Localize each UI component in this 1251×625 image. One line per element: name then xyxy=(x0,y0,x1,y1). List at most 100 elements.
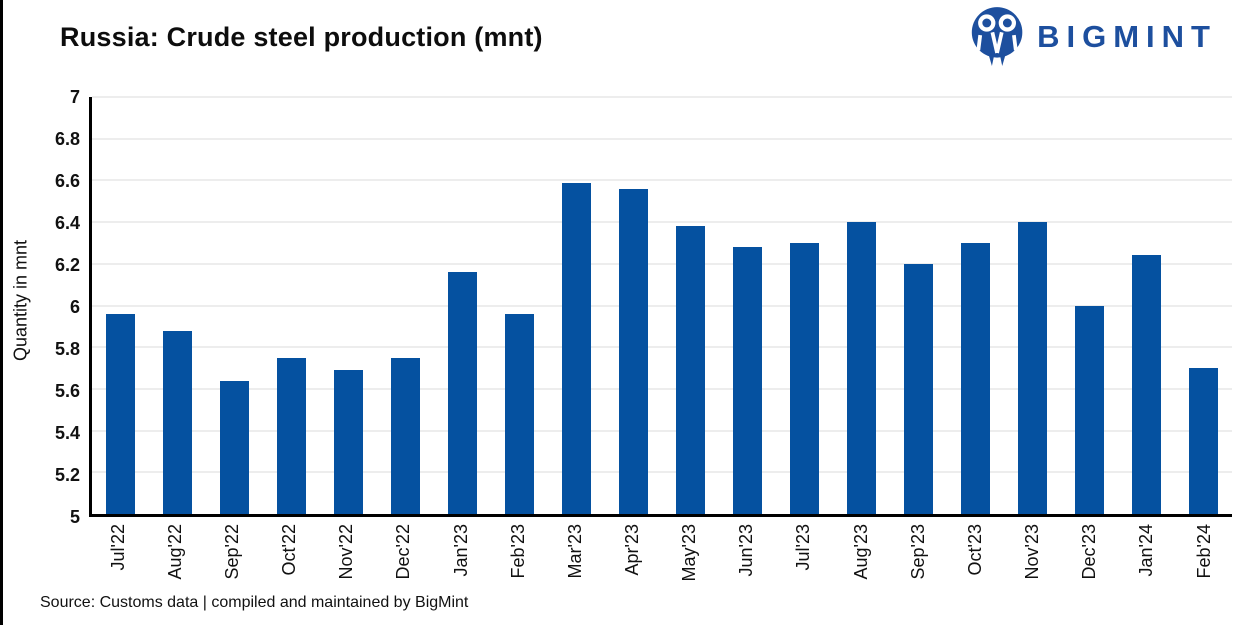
y-tick-label-6.4: 6.4 xyxy=(54,213,80,233)
y-tick-label-6.2: 6.2 xyxy=(54,255,80,275)
x-tick-label-Nov'23: Nov'23 xyxy=(1022,524,1043,580)
bar-slot xyxy=(1004,97,1061,514)
bar-slot xyxy=(377,97,434,514)
y-tick-label-5.8: 5.8 xyxy=(54,339,80,359)
bar-slot xyxy=(1118,97,1175,514)
gridline-5.6 xyxy=(92,387,1232,390)
x-tick-slot: Jun'23 xyxy=(718,524,775,596)
x-tick-label-Mar'23: Mar'23 xyxy=(564,524,585,579)
y-tick-label-5: 5 xyxy=(69,507,80,527)
bar-slot xyxy=(662,97,719,514)
x-tick-slot: Aug'22 xyxy=(146,524,203,596)
bigmint-logo: BIGMINT xyxy=(969,6,1217,68)
x-tick-label-Feb'24: Feb'24 xyxy=(1193,524,1214,579)
x-tick-label-Jul'23: Jul'23 xyxy=(793,524,814,571)
x-tick-label-Sep'22: Sep'22 xyxy=(221,524,242,580)
x-tick-slot: Jul'23 xyxy=(775,524,832,596)
y-tick-label-6.8: 6.8 xyxy=(54,129,80,149)
bar-slot xyxy=(719,97,776,514)
bigmint-logo-text: BIGMINT xyxy=(1037,19,1217,54)
gridline-5.2 xyxy=(92,471,1232,474)
x-tick-label-Nov'22: Nov'22 xyxy=(336,524,357,580)
bar-slot xyxy=(776,97,833,514)
x-tick-slot: Oct'23 xyxy=(946,524,1003,596)
x-tick-slot: Dec'23 xyxy=(1061,524,1118,596)
gridline-6 xyxy=(92,304,1232,307)
bar-slot xyxy=(92,97,149,514)
x-tick-label-Aug'23: Aug'23 xyxy=(850,524,871,580)
bar-slot xyxy=(491,97,548,514)
bar-series xyxy=(92,97,1232,514)
gridline-5.8 xyxy=(92,346,1232,349)
bar-May'23 xyxy=(676,226,705,514)
x-tick-label-Sep'23: Sep'23 xyxy=(907,524,928,580)
plot-area xyxy=(89,96,1232,517)
x-tick-slot: Aug'23 xyxy=(832,524,889,596)
bar-Jul'23 xyxy=(790,242,819,514)
bar-slot xyxy=(206,97,263,514)
bar-slot xyxy=(149,97,206,514)
gridline-6.6 xyxy=(92,179,1232,182)
bar-Aug'22 xyxy=(163,330,192,514)
bar-slot xyxy=(605,97,662,514)
bar-Jul'22 xyxy=(106,313,135,514)
y-tick-label-6: 6 xyxy=(69,297,80,317)
x-tick-slot: Jan'23 xyxy=(432,524,489,596)
x-tick-slot: Nov'23 xyxy=(1004,524,1061,596)
bar-slot xyxy=(320,97,377,514)
x-tick-label-Dec'22: Dec'22 xyxy=(393,524,414,580)
x-tick-slot: Feb'24 xyxy=(1175,524,1232,596)
bar-slot xyxy=(1061,97,1118,514)
bar-Feb'24 xyxy=(1189,368,1218,514)
x-tick-slot: Feb'23 xyxy=(489,524,546,596)
x-tick-slot: Sep'22 xyxy=(203,524,260,596)
bar-Apr'23 xyxy=(619,188,648,514)
bar-slot xyxy=(1175,97,1232,514)
bar-slot xyxy=(434,97,491,514)
bar-Sep'23 xyxy=(904,263,933,514)
x-tick-label-Jan'24: Jan'24 xyxy=(1136,524,1157,577)
x-tick-slot: Jan'24 xyxy=(1118,524,1175,596)
bar-slot xyxy=(947,97,1004,514)
x-tick-label-Oct'22: Oct'22 xyxy=(279,524,300,576)
bar-Dec'22 xyxy=(391,357,420,514)
x-tick-slot: Mar'23 xyxy=(546,524,603,596)
x-tick-label-May'23: May'23 xyxy=(679,524,700,582)
bar-slot xyxy=(833,97,890,514)
bar-Jun'23 xyxy=(733,247,762,514)
bar-Jan'23 xyxy=(448,272,477,514)
x-tick-slot: Oct'22 xyxy=(260,524,317,596)
y-tick-label-5.4: 5.4 xyxy=(54,423,80,443)
y-tick-label-7: 7 xyxy=(69,87,80,107)
bar-Aug'23 xyxy=(847,222,876,514)
page-left-border xyxy=(0,0,3,625)
gridline-6.8 xyxy=(92,137,1232,140)
x-tick-label-Apr'23: Apr'23 xyxy=(621,524,642,576)
bar-slot xyxy=(548,97,605,514)
chart-title: Russia: Crude steel production (mnt) xyxy=(60,22,543,52)
x-tick-slot: Dec'22 xyxy=(375,524,432,596)
x-tick-label-Oct'23: Oct'23 xyxy=(964,524,985,576)
bar-slot xyxy=(263,97,320,514)
x-tick-label-Jan'23: Jan'23 xyxy=(450,524,471,577)
x-tick-label-Jul'22: Jul'22 xyxy=(107,524,128,571)
gridline-5.4 xyxy=(92,429,1232,432)
y-axis-tick-labels: 5 5.2 5.4 5.6 5.8 6 6.2 6.4 6.6 6.8 7 xyxy=(0,88,80,526)
bar-slot xyxy=(890,97,947,514)
bar-Oct'23 xyxy=(961,242,990,514)
x-tick-label-Feb'23: Feb'23 xyxy=(507,524,528,579)
bigmint-logo-icon xyxy=(969,6,1027,68)
x-tick-slot: Sep'23 xyxy=(889,524,946,596)
y-tick-label-5.6: 5.6 xyxy=(54,381,80,401)
bar-Feb'23 xyxy=(505,313,534,514)
gridline-6.2 xyxy=(92,262,1232,265)
x-tick-label-Aug'22: Aug'22 xyxy=(164,524,185,580)
bar-Mar'23 xyxy=(562,182,591,514)
x-tick-slot: Apr'23 xyxy=(603,524,660,596)
x-tick-label-Jun'23: Jun'23 xyxy=(736,524,757,577)
x-axis-tick-labels: Jul'22 Aug'22 Sep'22 Oct'22 Nov'22 Dec'22 Jan'… xyxy=(89,524,1232,596)
source-note: Source: Customs data | compiled and main… xyxy=(40,594,469,611)
gridline-7 xyxy=(92,96,1232,98)
bar-Jan'24 xyxy=(1132,255,1161,514)
